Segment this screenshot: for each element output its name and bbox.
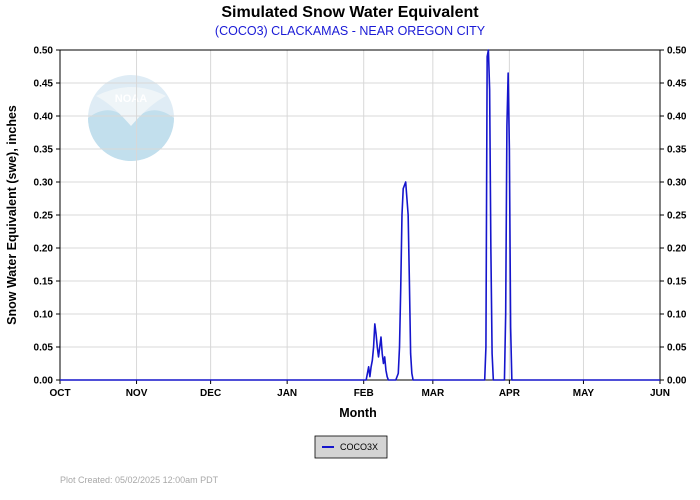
y-tick-label-right: 0.05 — [667, 343, 687, 354]
x-tick-label: DEC — [200, 388, 221, 399]
y-tick-label-left: 0.20 — [34, 244, 54, 255]
y-tick-label-right: 0.25 — [667, 211, 687, 222]
y-tick-label-left: 0.25 — [34, 211, 54, 222]
grid — [60, 50, 660, 380]
series-group — [60, 49, 660, 381]
y-tick-label-left: 0.15 — [34, 277, 54, 288]
y-tick-label-right: 0.10 — [667, 310, 687, 321]
y-tick-label-left: 0.00 — [34, 376, 54, 387]
y-tick-label-right: 0.20 — [667, 244, 687, 255]
x-axis-label: Month — [339, 406, 376, 420]
chart-title: Simulated Snow Water Equivalent — [221, 4, 479, 21]
x-tick-label: JUN — [650, 388, 670, 399]
x-tick-label: FEB — [354, 388, 374, 399]
x-tick-label: MAR — [421, 388, 445, 399]
y-tick-label-right: 0.45 — [667, 79, 687, 90]
y-axis-label: Snow Water Equivalent (swe), inches — [5, 105, 19, 325]
plot-created-note: Plot Created: 05/02/2025 12:00am PDT — [60, 475, 219, 485]
x-tick-label: OCT — [49, 388, 70, 399]
y-tick-label-left: 0.30 — [34, 178, 54, 189]
y-tick-label-left: 0.35 — [34, 145, 54, 156]
x-tick-label: APR — [499, 388, 521, 399]
axis-ticks: 0.00 0.00 0.05 0.05 0.10 0.10 0.15 0.15 0.20 0.20… — [34, 46, 687, 400]
y-tick-label-left: 0.40 — [34, 112, 54, 123]
y-tick-label-right: 0.35 — [667, 145, 687, 156]
y-tick-label-right: 0.00 — [667, 376, 687, 387]
noaa-logo-watermark: NOAA — [88, 75, 174, 161]
y-tick-label-right: 0.15 — [667, 277, 687, 288]
chart-subtitle: (COCO3) CLACKAMAS - NEAR OREGON CITY — [215, 24, 486, 38]
y-tick-label-left: 0.05 — [34, 343, 54, 354]
y-tick-label-right: 0.30 — [667, 178, 687, 189]
y-tick-label-left: 0.10 — [34, 310, 54, 321]
x-tick-label: MAY — [573, 388, 595, 399]
svg-text:NOAA: NOAA — [115, 93, 147, 105]
legend-label: COCO3X — [340, 442, 378, 452]
y-tick-label-left: 0.45 — [34, 79, 54, 90]
series-line-coco3x — [60, 49, 660, 381]
y-tick-label-right: 0.40 — [667, 112, 687, 123]
y-tick-label-right: 0.50 — [667, 46, 687, 57]
legend-box — [314, 435, 388, 459]
x-tick-label: NOV — [126, 388, 148, 399]
x-tick-label: JAN — [277, 388, 297, 399]
legend: COCO3X — [314, 435, 388, 459]
y-tick-label-left: 0.50 — [34, 46, 54, 57]
